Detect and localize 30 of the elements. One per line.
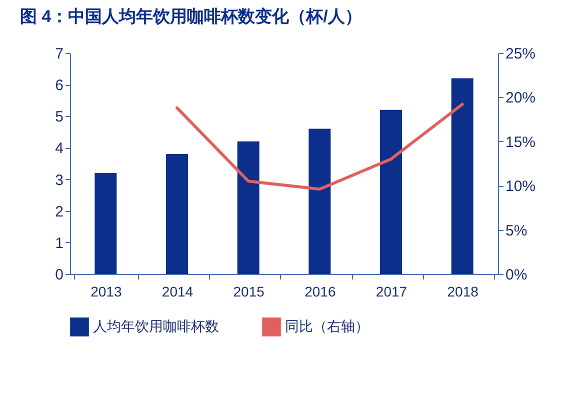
y2-tick-label: 20% — [506, 90, 536, 107]
y2-tick-label: 10% — [506, 178, 536, 196]
y-tick-label: 7 — [55, 46, 64, 62]
bar — [308, 128, 331, 274]
x-tick-label: 2018 — [447, 284, 479, 300]
y2-tick-label: 15% — [506, 134, 536, 151]
legend-label: 同比（右轴） — [285, 318, 369, 334]
y-tick-label: 0 — [55, 266, 64, 284]
y-tick-label: 6 — [55, 77, 64, 94]
bar — [380, 110, 402, 274]
y2-tick-label: 0% — [506, 266, 528, 284]
y2-tick-label: 25% — [506, 46, 536, 62]
line-series — [176, 102, 464, 191]
bar — [451, 78, 474, 274]
x-tick-label: 2017 — [376, 284, 408, 300]
y-tick-label: 5 — [55, 108, 64, 126]
bar — [166, 154, 188, 274]
x-tick-label: 2015 — [233, 284, 265, 300]
y-tick-label: 3 — [55, 172, 64, 189]
y-tick-label: 4 — [55, 140, 64, 158]
y-tick-label: 1 — [55, 234, 64, 252]
bar — [237, 141, 260, 274]
chart-title: 图 4：中国人均年饮用咖啡杯数变化（杯/人） — [20, 7, 362, 26]
bar — [94, 172, 117, 274]
x-tick-label: 2013 — [90, 284, 122, 300]
x-tick-label: 2014 — [162, 284, 194, 300]
legend-label: 人均年饮用咖啡杯数 — [93, 318, 219, 334]
x-tick-label: 2016 — [304, 284, 336, 300]
y-tick-label: 2 — [55, 203, 64, 220]
y2-tick-label: 5% — [506, 222, 528, 240]
